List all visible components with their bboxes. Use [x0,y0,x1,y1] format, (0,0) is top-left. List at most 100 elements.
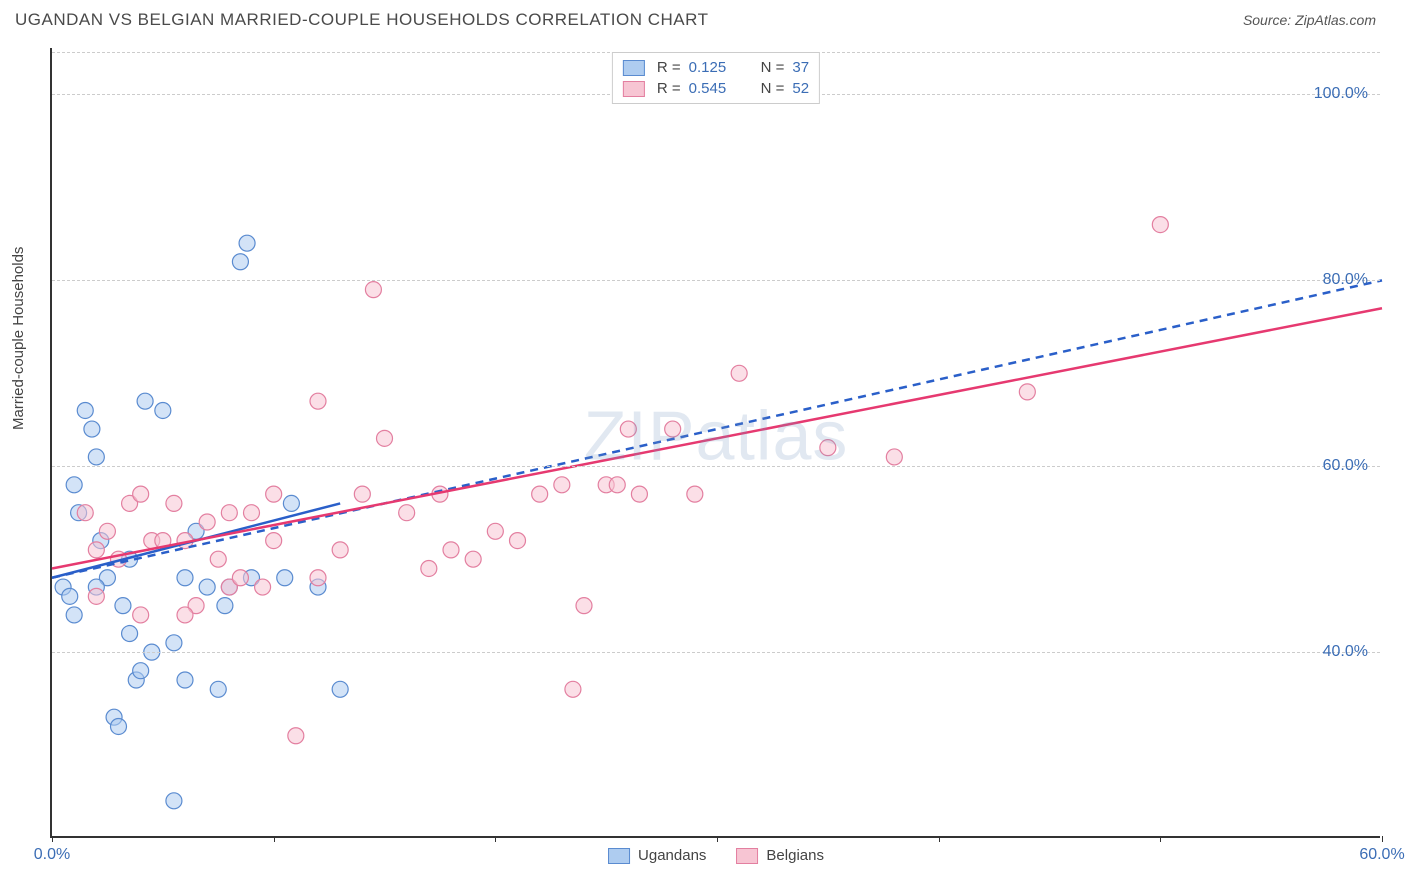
data-point [232,254,248,270]
chart-header: UGANDAN VS BELGIAN MARRIED-COUPLE HOUSEH… [0,0,1406,40]
data-point [217,598,233,614]
data-point [77,505,93,521]
series-legend-item: Ugandans [608,847,706,864]
x-tick-label: 0.0% [34,846,70,864]
x-tick-label: 60.0% [1359,846,1404,864]
data-point [1019,384,1035,400]
data-point [122,626,138,642]
x-tick-mark [52,836,53,842]
data-point [532,486,548,502]
data-point [221,505,237,521]
data-point [576,598,592,614]
data-point [820,440,836,456]
data-point [115,598,131,614]
data-point [155,402,171,418]
trend-line [52,308,1382,568]
correlation-legend: R =0.125N =37R =0.545N =52 [612,52,820,104]
r-prefix: R = [657,59,681,76]
data-point [510,533,526,549]
data-point [166,635,182,651]
y-tick-label: 80.0% [1323,271,1368,289]
data-point [232,570,248,586]
data-point [288,728,304,744]
data-point [631,486,647,502]
data-point [266,533,282,549]
data-point [77,402,93,418]
r-value: 0.125 [689,59,739,76]
series-label: Belgians [766,847,824,864]
data-point [199,514,215,530]
grid-line [52,280,1380,281]
chart-svg [52,48,1380,836]
series-legend-item: Belgians [736,847,824,864]
data-point [620,421,636,437]
data-point [266,486,282,502]
grid-line [52,652,1380,653]
data-point [137,393,153,409]
data-point [133,663,149,679]
n-prefix: N = [761,59,785,76]
y-tick-label: 100.0% [1314,85,1368,103]
y-tick-label: 60.0% [1323,457,1368,475]
data-point [133,486,149,502]
data-point [111,718,127,734]
y-axis-label: Married-couple Households [10,247,27,430]
chart-title: UGANDAN VS BELGIAN MARRIED-COUPLE HOUSEH… [15,10,709,30]
data-point [554,477,570,493]
data-point [88,542,104,558]
data-point [377,430,393,446]
data-point [731,365,747,381]
r-prefix: R = [657,80,681,97]
data-point [465,551,481,567]
data-point [210,551,226,567]
data-point [84,421,100,437]
series-legend: Ugandans Belgians [608,847,824,864]
data-point [177,672,193,688]
data-point [565,681,581,697]
x-tick-mark [495,836,496,842]
legend-swatch [623,60,645,76]
data-point [88,588,104,604]
data-point [199,579,215,595]
data-point [665,421,681,437]
data-point [244,505,260,521]
legend-swatch [736,848,758,864]
data-point [133,607,149,623]
data-point [487,523,503,539]
chart-plot-area: ZIPatlas R =0.125N =37R =0.545N =52 Ugan… [50,48,1380,838]
n-value: 52 [792,80,809,97]
data-point [66,607,82,623]
x-tick-mark [1382,836,1383,842]
data-point [332,681,348,697]
data-point [886,449,902,465]
trend-line [52,280,1382,577]
data-point [177,607,193,623]
y-tick-label: 40.0% [1323,643,1368,661]
data-point [399,505,415,521]
n-prefix: N = [761,80,785,97]
data-point [277,570,293,586]
data-point [166,495,182,511]
data-point [99,523,115,539]
x-tick-mark [717,836,718,842]
data-point [365,282,381,298]
data-point [177,570,193,586]
x-tick-mark [274,836,275,842]
legend-row: R = 0.125 N = 37 [623,57,809,78]
data-point [354,486,370,502]
legend-swatch [608,848,630,864]
data-point [310,393,326,409]
data-point [443,542,459,558]
data-point [255,579,271,595]
data-point [239,235,255,251]
data-point [88,449,104,465]
series-label: Ugandans [638,847,706,864]
data-point [210,681,226,697]
n-value: 37 [792,59,809,76]
data-point [62,588,78,604]
data-point [332,542,348,558]
data-point [66,477,82,493]
data-point [687,486,703,502]
x-tick-mark [939,836,940,842]
legend-swatch [623,81,645,97]
